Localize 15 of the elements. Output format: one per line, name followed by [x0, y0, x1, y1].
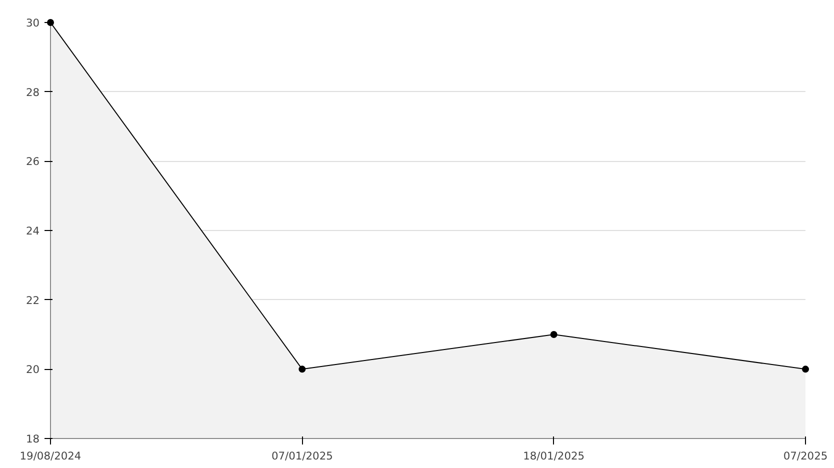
y-tick-label: 18 — [26, 432, 40, 446]
y-tick-label: 30 — [26, 16, 40, 30]
y-tick-label: 26 — [26, 155, 40, 168]
x-tick-label: 07/01/2025 — [271, 450, 333, 462]
x-tick-label: 18/01/2025 — [523, 450, 585, 462]
y-tick-label: 22 — [26, 294, 40, 307]
y-tick-label: 28 — [26, 86, 40, 99]
point — [47, 19, 54, 26]
point — [298, 366, 306, 373]
y-tick-label: 24 — [26, 224, 40, 238]
x-tick-label: 19/08/2024 — [20, 450, 82, 462]
point — [550, 331, 558, 338]
y-tick-label: 20 — [26, 363, 40, 376]
x-tick-label: 07/2025 — [783, 450, 828, 462]
point — [802, 366, 809, 373]
